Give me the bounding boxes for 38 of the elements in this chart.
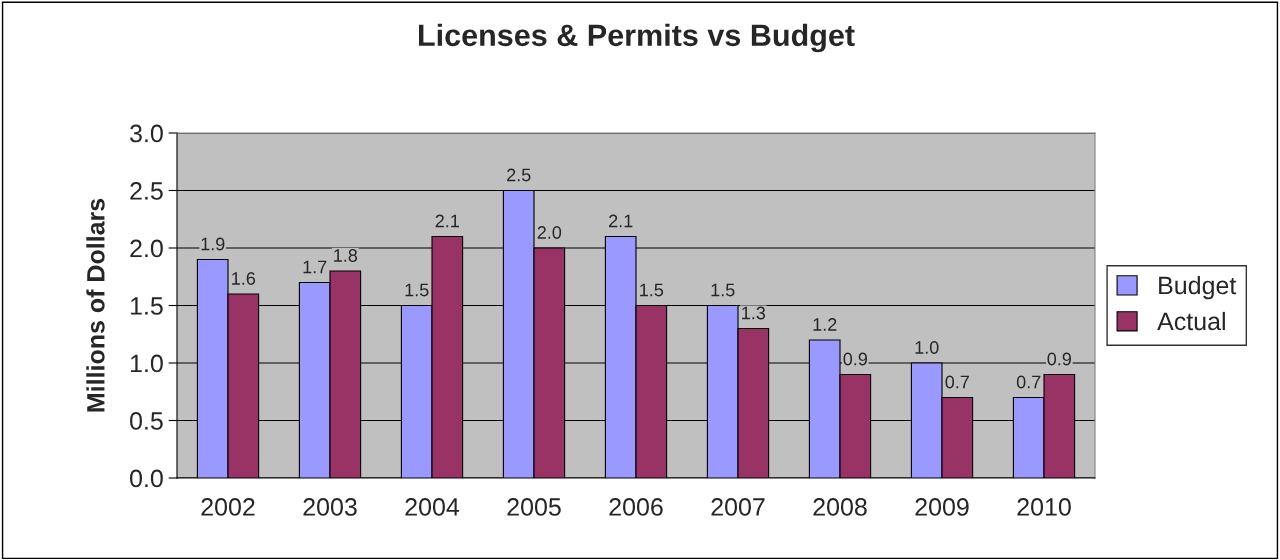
y-tick-label: 0.0 <box>130 469 163 488</box>
legend-label: Budget <box>1159 275 1237 300</box>
data-label: 0.9 <box>1047 352 1071 366</box>
x-tick-label: 2008 <box>813 498 867 516</box>
data-label: 1.6 <box>232 272 256 285</box>
chart-title: Licenses & Permits vs Budget <box>419 23 855 53</box>
data-label: 0.9 <box>843 352 867 366</box>
x-tick-label: 2003 <box>303 498 357 516</box>
y-tick-label: 3.0 <box>130 124 163 143</box>
x-tick-label: 2009 <box>915 498 969 516</box>
data-label: 1.0 <box>915 341 939 354</box>
data-label: 1.5 <box>640 283 664 297</box>
data-label: 1.5 <box>711 283 735 297</box>
y-tick-label: 0.5 <box>130 412 163 430</box>
data-label: 2.1 <box>609 214 633 228</box>
y-tick-label: 1.0 <box>130 354 163 373</box>
legend-label: Actual <box>1157 311 1225 331</box>
data-label: 0.7 <box>1016 375 1041 389</box>
data-label: 2.0 <box>537 226 562 239</box>
y-tick-label: 2.0 <box>130 239 163 258</box>
x-tick-label: 2002 <box>201 498 255 516</box>
data-label: 0.7 <box>945 375 969 389</box>
x-tick-label: 2010 <box>1017 498 1071 516</box>
x-tick-label: 2007 <box>711 498 765 516</box>
data-label: 1.7 <box>303 260 327 274</box>
data-label: 2.1 <box>435 214 459 228</box>
data-label: 1.3 <box>742 306 766 320</box>
y-axis-title: Millions of Dollars <box>86 198 105 412</box>
y-tick-label: 1.5 <box>130 297 163 315</box>
data-label: 1.8 <box>334 249 358 262</box>
data-label: 1.9 <box>201 237 225 251</box>
data-label: 2.5 <box>507 168 531 182</box>
x-tick-label: 2004 <box>405 498 460 516</box>
data-label: 1.5 <box>405 283 429 297</box>
x-tick-label: 2005 <box>507 498 561 516</box>
y-tick-label: 2.5 <box>130 182 163 200</box>
data-label: 1.2 <box>813 318 837 331</box>
x-tick-label: 2006 <box>609 498 663 516</box>
